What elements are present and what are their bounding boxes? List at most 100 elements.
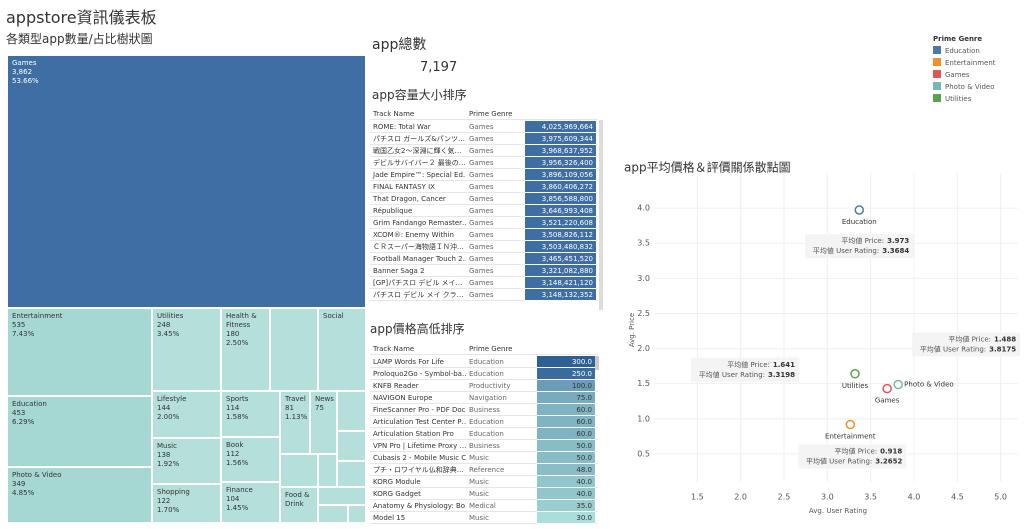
table-row: Anatomy & Physiology: Bo… Medical 35.0 (370, 500, 598, 512)
value-cell: 75.0 (537, 392, 595, 404)
point-label: Games (875, 397, 900, 405)
annotation-box (805, 234, 914, 259)
treemap-cell: Lifestyle 144 2.00% (152, 391, 221, 438)
track-name: [GP]パチスロ デビル メイ… (373, 279, 463, 287)
legend-title: Prime Genre (933, 35, 982, 43)
treemap-share: 1.56% (226, 459, 249, 467)
value-cell: 40.0 (537, 488, 595, 500)
prime-genre: Games (469, 195, 494, 203)
table-row: That Dragon, Cancer Games 3,856,588,800 (370, 193, 598, 205)
value-cell: 3,148,421,120 (525, 277, 596, 289)
treemap-cell: Music 138 1.92% (152, 438, 221, 484)
table-row: NAVIGON Europe Navigation 75.0 (370, 392, 598, 404)
track-name: KNFB Reader (373, 382, 419, 390)
treemap-name: Health & Fitness (226, 312, 257, 329)
table-row: ＣＲスーパー海物語ＩＮ沖… Games 3,503,480,832 (370, 241, 598, 253)
table-row: VPN Pro | Lifetime Proxy … Business 50.0 (370, 440, 598, 452)
track-name: LAMP Words For Life (373, 358, 444, 366)
price-table-title: app價格高低排序 (370, 322, 465, 336)
table-row: Model 15 Music 30.0 (370, 512, 598, 524)
treemap-count: 453 (12, 409, 26, 417)
value-cell: 3,321,082,880 (525, 265, 596, 277)
treemap-cell: Sports 114 1.58% (221, 391, 280, 437)
value-cell: 50.0 (537, 440, 595, 452)
prime-genre: Music (469, 514, 489, 522)
point-label: Utilities (842, 382, 869, 390)
treemap-cell: Travel 81 1.13% (280, 391, 310, 454)
prime-genre: Education (469, 358, 504, 366)
annotation-value: 0.918 (880, 448, 902, 456)
annotation-box (798, 444, 907, 469)
value-cell: 3,508,826,112 (525, 229, 596, 241)
point-label: Photo & Video (904, 381, 954, 389)
value-cell: 3,465,451,520 (525, 253, 596, 265)
annotation-prefix: 平均値 User Rating: (699, 370, 765, 379)
annotation-rating: 平均値 User Rating: 3.3198 (699, 370, 795, 379)
annotation-value: 3.3198 (768, 371, 795, 379)
value-cell: 3,148,132,352 (525, 289, 596, 301)
scrollbar (595, 356, 599, 370)
annotation-price: 平均値 Price: 1.641 (727, 360, 795, 369)
column-header: Track Name (373, 345, 415, 353)
prime-genre: Games (469, 207, 494, 215)
table-row: KNFB Reader Productivity 100.0 (370, 380, 598, 392)
annotation-value: 1.488 (994, 336, 1016, 344)
scrollbar (599, 120, 603, 310)
treemap-cell: Shopping 122 1.70% (152, 484, 221, 523)
treemap-share: 1.70% (157, 506, 180, 514)
data-point (845, 419, 856, 430)
data-point (850, 369, 860, 379)
x-tick-label: 4.5 (951, 493, 964, 502)
track-name: デビルサバイバー２ 最後の… (373, 159, 466, 167)
annotation-value: 3.3684 (882, 247, 909, 255)
treemap-count: 349 (12, 480, 26, 488)
treemap-share: 4.85% (12, 489, 35, 497)
y-axis-label: Avg. Price (628, 313, 636, 348)
track-name: Articulation Station Pro (373, 430, 454, 438)
prime-genre: Music (469, 490, 489, 498)
prime-genre: Games (469, 219, 494, 227)
treemap-name: Food & Drink (285, 491, 310, 508)
treemap-share: 6.29% (12, 418, 35, 426)
value-cell: 3,975,609,344 (525, 133, 596, 145)
track-name: FineScanner Pro - PDF Doc… (373, 406, 466, 414)
treemap-cell (318, 454, 337, 487)
table-row: プチ・ロワイヤル仏和辞典… Reference 48.0 (370, 464, 598, 476)
data-point (882, 383, 892, 394)
treemap-count: 138 (157, 451, 171, 459)
table-row: デビルサバイバー２ 最後の… Games 3,956,326,400 (370, 157, 598, 169)
treemap-share: 1.45% (226, 504, 249, 512)
track-name: République (373, 207, 413, 215)
treemap-cell (348, 505, 366, 523)
table-row: FINAL FANTASY IX Games 3,860,406,272 (370, 181, 598, 193)
prime-genre: Reference (469, 466, 505, 474)
treemap-cell: Social (318, 308, 366, 391)
prime-genre: Games (469, 171, 494, 179)
prime-genre: Games (469, 183, 494, 191)
treemap-count: 114 (226, 404, 240, 412)
track-name: Cubasis 2 - Mobile Music C… (373, 454, 466, 462)
treemap-share: 1.58% (226, 413, 249, 421)
value-cell: 50.0 (537, 452, 595, 464)
legend-label: Education (945, 47, 980, 55)
value-cell: 3,956,326,400 (525, 157, 596, 169)
track-name: Articulation Test Center P… (373, 418, 466, 426)
legend-swatch (933, 46, 941, 54)
annotation-prefix: 平均値 User Rating: (920, 345, 986, 354)
x-tick-label: 3.5 (864, 493, 877, 502)
table-row: Articulation Station Pro Education 60.0 (370, 428, 598, 440)
annotation-rating: 平均値 User Rating: 3.2652 (806, 457, 902, 466)
track-name: NAVIGON Europe (373, 394, 433, 402)
value-cell: 300.0 (537, 356, 595, 368)
prime-genre: Games (469, 291, 494, 299)
value-cell: 30.0 (537, 512, 595, 524)
legend-swatch (933, 82, 941, 90)
table-row: XCOM®: Enemy Within Games 3,508,826,112 (370, 229, 598, 241)
table-row: LAMP Words For Life Education 300.0 (370, 356, 598, 368)
track-name: Model 15 (373, 514, 406, 522)
treemap-count: 3,862 (12, 68, 33, 76)
track-name: KORG Gadget (373, 490, 421, 498)
x-tick-label: 5.0 (994, 493, 1007, 502)
treemap-cell (337, 431, 366, 461)
treemap-count: 248 (157, 321, 171, 329)
